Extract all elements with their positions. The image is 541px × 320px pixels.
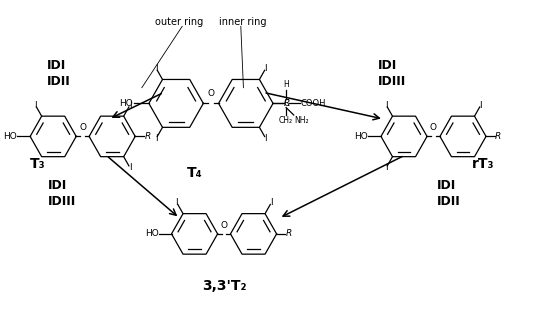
Text: I: I (479, 100, 482, 110)
Text: 3,3'T₂: 3,3'T₂ (202, 279, 246, 293)
Text: I: I (265, 64, 267, 73)
Text: I: I (155, 64, 157, 73)
Text: HO: HO (144, 229, 159, 238)
Text: O: O (221, 221, 228, 230)
Text: IDI
IDIII: IDI IDIII (48, 179, 76, 207)
Text: O: O (207, 89, 214, 99)
Text: COOH: COOH (301, 99, 326, 108)
Text: IDI
IDIII: IDI IDIII (378, 59, 406, 88)
Text: I: I (385, 100, 387, 110)
Text: I: I (155, 134, 157, 143)
Text: R: R (144, 132, 150, 141)
Text: CH₂: CH₂ (279, 116, 293, 125)
Text: rT₃: rT₃ (472, 157, 494, 171)
Text: HO: HO (120, 99, 134, 108)
Text: I: I (385, 163, 387, 172)
Text: T₃: T₃ (30, 157, 46, 171)
Text: I: I (129, 163, 131, 172)
Text: C: C (283, 99, 289, 108)
Text: outer ring: outer ring (155, 17, 203, 27)
Text: IDI
IDII: IDI IDII (437, 179, 461, 207)
Text: I: I (265, 134, 267, 143)
Text: I: I (270, 198, 273, 207)
Text: HO: HO (354, 132, 368, 141)
Text: O: O (79, 123, 86, 132)
Text: inner ring: inner ring (219, 17, 266, 27)
Text: R: R (284, 99, 290, 108)
Text: O: O (430, 123, 437, 132)
Text: H: H (283, 80, 289, 89)
Text: R: R (495, 132, 502, 141)
Text: IDI
IDII: IDI IDII (47, 59, 71, 88)
Text: I: I (129, 100, 131, 110)
Text: NH₂: NH₂ (294, 116, 309, 124)
Text: HO: HO (3, 132, 17, 141)
Text: I: I (34, 100, 37, 110)
Text: T₄: T₄ (187, 166, 203, 180)
Text: R: R (286, 229, 292, 238)
Text: I: I (175, 198, 178, 207)
